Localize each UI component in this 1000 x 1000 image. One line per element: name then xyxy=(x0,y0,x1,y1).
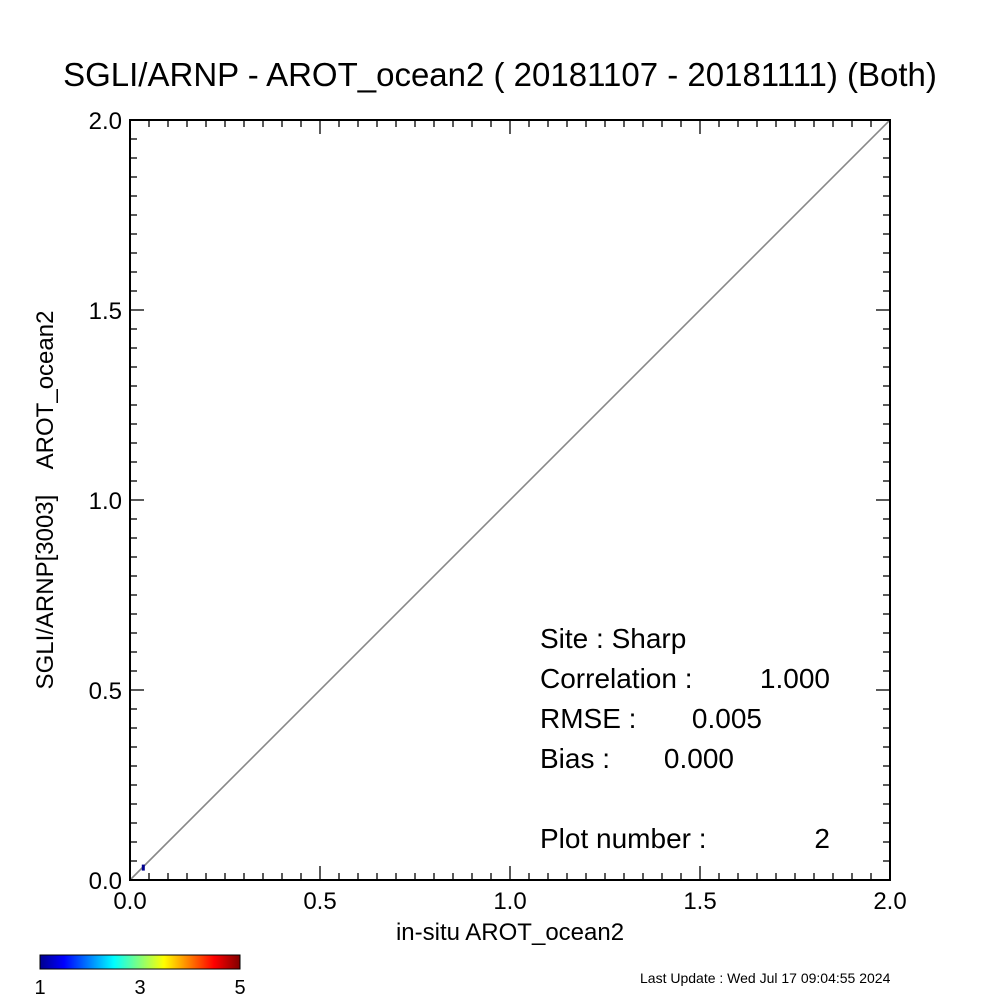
stats-box: Site : Sharp Correlation : 1.000 RMSE : 0.00… xyxy=(540,623,830,854)
colorbar xyxy=(39,954,241,970)
y-axis-label: SGLI/ARNP[3003] AROT_ocean2 xyxy=(32,311,59,690)
colorbar-tick-label: 1 xyxy=(34,977,45,999)
data-point xyxy=(141,864,145,871)
x-tick-label: 0.0 xyxy=(113,888,146,915)
data-points xyxy=(141,864,145,871)
stat-label: Plot number : xyxy=(540,823,707,854)
stat-value: 0.005 xyxy=(692,703,762,734)
stat-value: 0.000 xyxy=(664,743,734,774)
x-tick-label: 0.5 xyxy=(303,888,336,915)
x-tick-label: 2.0 xyxy=(873,888,906,915)
colorbar-tick-label: 5 xyxy=(234,977,245,999)
y-tick-label: 0.0 xyxy=(89,868,122,895)
one-to-one-line xyxy=(129,119,891,881)
y-tick-label: 1.5 xyxy=(89,298,122,325)
y-tick-label: 2.0 xyxy=(89,108,122,135)
tick-labels: 0.0 0.5 1.0 1.5 2.0 0.0 0.5 1.0 1.5 2.0 xyxy=(89,108,907,915)
x-tick-label: 1.0 xyxy=(493,888,526,915)
colorbar-tick-label: 3 xyxy=(134,977,145,999)
stat-label: Correlation : xyxy=(540,663,693,694)
x-tick-label: 1.5 xyxy=(683,888,716,915)
stat-value: 2 xyxy=(814,823,830,854)
y-tick-label: 0.5 xyxy=(89,678,122,705)
chart-title: SGLI/ARNP - AROT_ocean2 ( 20181107 - 201… xyxy=(63,56,937,93)
y-tick-label: 1.0 xyxy=(89,488,122,515)
stat-label: Site : Sharp xyxy=(540,623,686,654)
plot-frame xyxy=(129,119,891,881)
stat-label: RMSE : xyxy=(540,703,636,734)
x-axis-label: in-situ AROT_ocean2 xyxy=(396,919,624,946)
stat-value: 1.000 xyxy=(760,663,830,694)
stat-label: Bias : xyxy=(540,743,610,774)
colorbar-labels: 1 3 5 xyxy=(34,977,245,999)
last-update-text: Last Update : Wed Jul 17 09:04:55 2024 xyxy=(640,970,891,986)
axis-ticks xyxy=(129,119,891,881)
